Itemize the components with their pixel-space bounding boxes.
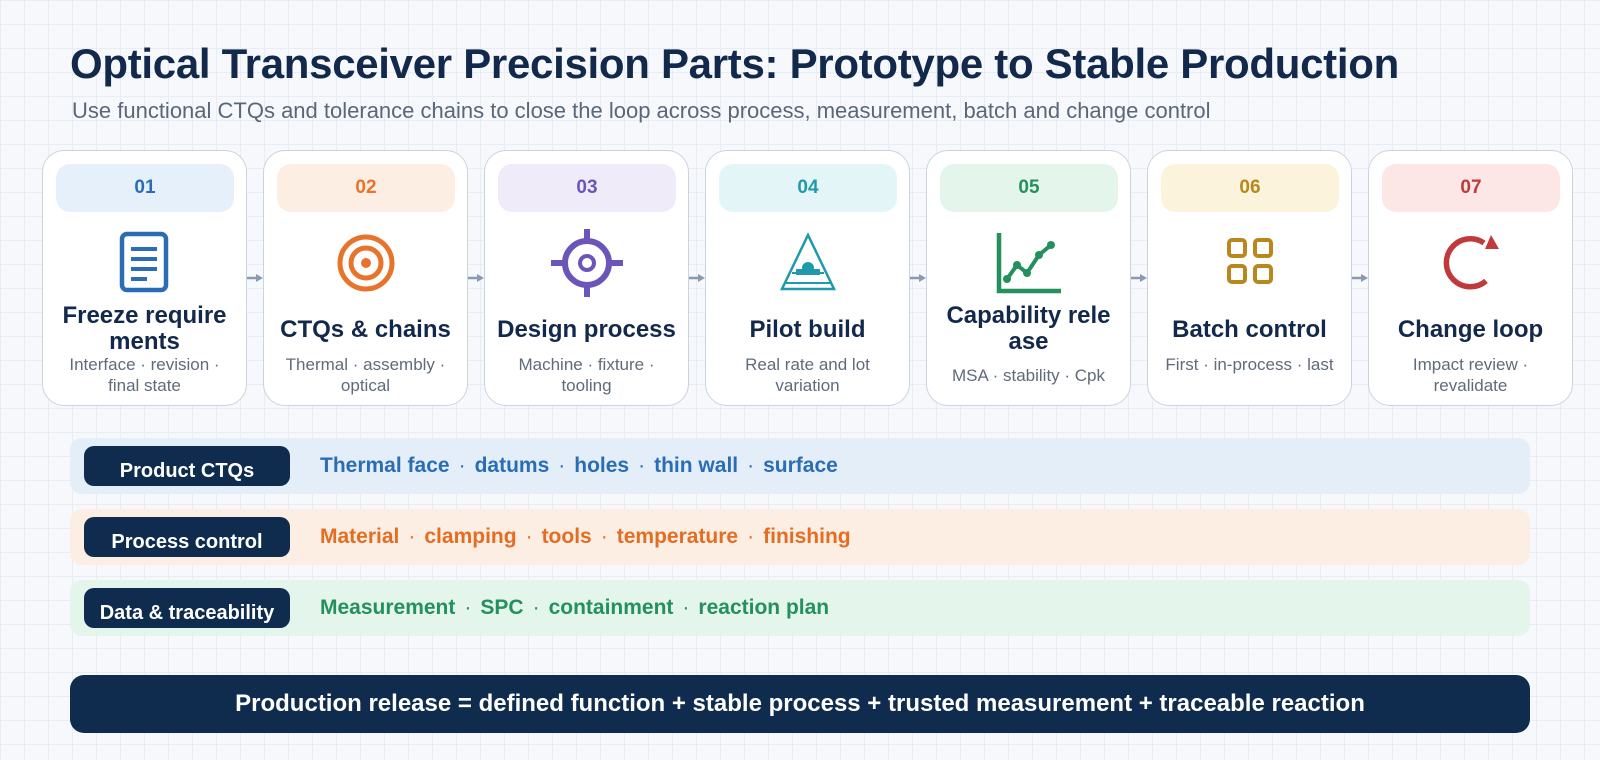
- band-item: finishing: [763, 525, 851, 548]
- flow-arrow-icon: [1352, 273, 1368, 283]
- step-subtitle: Impact review · revalidate: [1412, 355, 1529, 395]
- step-number: 01: [56, 164, 234, 212]
- step-label: CTQs & chains: [280, 316, 451, 343]
- band-item: temperature: [616, 525, 739, 548]
- band-item: Thermal face: [320, 454, 450, 477]
- step-subtitle: Machine · fixture · tooling: [518, 355, 655, 395]
- band-tag: Data & traceability: [84, 588, 290, 628]
- separator-dot: ·: [682, 596, 690, 619]
- refresh-icon: [1429, 229, 1513, 297]
- step-number: 06: [1161, 164, 1339, 212]
- band-product-ctqs: Product CTQs Thermal face · datums · holes · th…: [70, 438, 1530, 494]
- separator-dot: ·: [600, 525, 608, 548]
- step-number: 03: [498, 164, 676, 212]
- band-item: containment: [548, 596, 674, 619]
- separator-dot: ·: [638, 454, 646, 477]
- line-chart-icon: [987, 229, 1071, 297]
- band-item: surface: [763, 454, 838, 477]
- step-card-06: 06 Batch control First · in-process · las…: [1147, 150, 1352, 406]
- crosshair-icon: [545, 229, 629, 297]
- separator-dot: ·: [532, 596, 540, 619]
- flow-arrow-icon: [1131, 273, 1147, 283]
- step-card-03: 03 Design process Machine · fixture · too…: [484, 150, 689, 406]
- flow-arrow-icon: [689, 273, 705, 283]
- step-label: Change loop: [1397, 316, 1544, 343]
- step-label: Batch control: [1172, 316, 1327, 343]
- step-number: 05: [940, 164, 1118, 212]
- band-items: Thermal face · datums · holes · thin wall · surf…: [320, 438, 838, 494]
- step-number: 04: [719, 164, 897, 212]
- band-item: datums: [474, 454, 550, 477]
- separator-dot: ·: [747, 454, 755, 477]
- step-card-04: 04 Pilot build Real rate and lot variatio…: [705, 150, 910, 406]
- process-steps: 01 Freeze require ments Interface · revis…: [42, 150, 1573, 406]
- band-tag: Product CTQs: [84, 446, 290, 486]
- step-subtitle: MSA · stability · Cpk: [951, 366, 1106, 385]
- step-card-05: 05 Capability rele ase MSA · stability · …: [926, 150, 1131, 406]
- step-card-07: 07 Change loop Impact review · revalidate: [1368, 150, 1573, 406]
- band-process-control: Process control Material · clamping · tools · t…: [70, 509, 1530, 565]
- band-item: Material: [320, 525, 400, 548]
- step-label: Capability rele ase: [946, 302, 1111, 355]
- band-items: Material · clamping · tools · temperature · fini…: [320, 509, 851, 565]
- step-label: Design process: [497, 316, 676, 343]
- band-item: reaction plan: [698, 596, 830, 619]
- page-title: Optical Transceiver Precision Parts: Pro…: [70, 40, 1399, 87]
- band-tag: Process control: [84, 517, 290, 557]
- step-subtitle: Thermal · assembly · optical: [285, 355, 446, 395]
- flask-icon: [766, 229, 850, 297]
- step-label: Freeze require ments: [62, 302, 227, 355]
- flow-arrow-icon: [468, 273, 484, 283]
- step-number: 02: [277, 164, 455, 212]
- step-card-01: 01 Freeze require ments Interface · revis…: [42, 150, 247, 406]
- band-item: SPC: [480, 596, 524, 619]
- step-subtitle: Interface · revision · final state: [69, 355, 220, 395]
- band-item: Measurement: [320, 596, 456, 619]
- target-icon: [324, 229, 408, 297]
- band-item: thin wall: [654, 454, 739, 477]
- band-items: Measurement · SPC · containment · reaction pla…: [320, 580, 829, 636]
- separator-dot: ·: [747, 525, 755, 548]
- step-subtitle: Real rate and lot variation: [745, 355, 870, 395]
- flow-arrow-icon: [247, 273, 263, 283]
- production-release-banner: Production release = defined function + …: [70, 675, 1530, 733]
- band-item: tools: [541, 525, 592, 548]
- separator-dot: ·: [558, 454, 566, 477]
- separator-dot: ·: [408, 525, 416, 548]
- step-card-02: 02 CTQs & chains Thermal · assembly · opt…: [263, 150, 468, 406]
- band-item: clamping: [424, 525, 517, 548]
- separator-dot: ·: [458, 454, 466, 477]
- step-subtitle: First · in-process · last: [1165, 355, 1334, 374]
- separator-dot: ·: [525, 525, 533, 548]
- band-item: holes: [574, 454, 630, 477]
- step-label: Pilot build: [749, 316, 866, 343]
- step-number: 07: [1382, 164, 1560, 212]
- flow-arrow-icon: [910, 273, 926, 283]
- band-data-traceability: Data & traceability Measurement · SPC · conta…: [70, 580, 1530, 636]
- grid-icon: [1208, 229, 1292, 297]
- document-icon: [103, 229, 187, 297]
- page-subtitle: Use functional CTQs and tolerance chains…: [72, 98, 1211, 123]
- separator-dot: ·: [464, 596, 472, 619]
